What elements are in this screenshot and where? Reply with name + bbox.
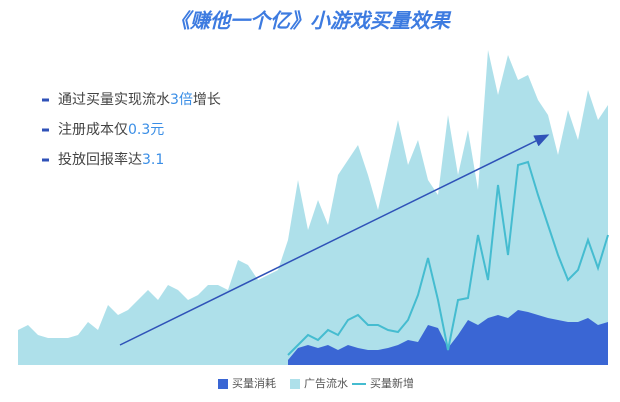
bullet-highlight: 3.1 [142, 152, 164, 168]
legend: 买量消耗 广告流水 买量新增 [218, 376, 414, 390]
area [18, 50, 608, 365]
legend-swatch [290, 379, 300, 389]
bullet-dash [42, 128, 49, 132]
bullet-after: 增长 [193, 92, 221, 108]
area [288, 310, 608, 365]
bullet-text: 投放回报率达3.1 [58, 151, 164, 168]
bullet-text: 投放回报率达 [58, 151, 142, 168]
bullet-text: 注册成本仅 [58, 122, 128, 138]
plot [18, 50, 609, 365]
chart-title: 《赚他一个亿》小游戏买量效果 [170, 9, 452, 33]
bullet-text: 通过买量实现流水 [58, 92, 170, 108]
bullet-highlight: 3倍 [170, 92, 193, 108]
legend-swatch [218, 379, 228, 389]
bullet-dash [42, 98, 49, 102]
bullet-text: 注册成本仅0.3元 [58, 122, 164, 138]
bullet-highlight: 0.3元 [128, 122, 164, 138]
legend-label: 广告流水 [304, 376, 348, 390]
bullet-text: 通过买量实现流水3倍增长 [58, 92, 221, 108]
legend-label: 买量新增 [370, 376, 414, 390]
bullet-dash [42, 158, 49, 162]
trend-arrow [119, 134, 550, 346]
line [287, 160, 609, 356]
legend-label: 买量消耗 [232, 376, 276, 390]
